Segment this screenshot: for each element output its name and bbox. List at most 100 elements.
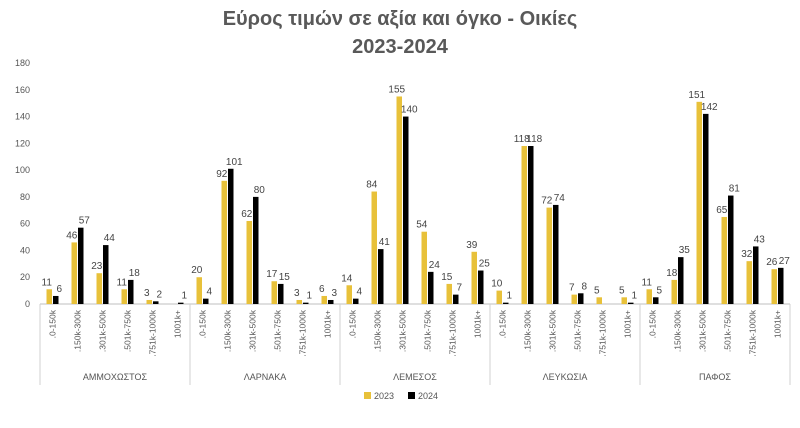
bar-2024 [303,302,309,304]
chart-subtitle: 2023-2024 [352,36,448,58]
bar-2024 [353,298,359,304]
bar-2023 [646,289,652,304]
x-category-label: .501k-750k [423,309,433,352]
bar-2024 [578,293,584,304]
bar-2024 [453,294,459,304]
group-label: ΛΑΡΝΑΚΑ [244,372,287,382]
chart-title: Εύρος τιμών σε αξία και όγκο - Οικίες [222,8,578,30]
y-tick-label: 60 [20,219,30,229]
data-label-2024: 24 [429,260,441,271]
data-label-2024: 81 [729,184,741,195]
data-label-2023: 32 [741,249,753,260]
x-category-label: .301k-500k [698,309,708,352]
data-label-2024: 2 [156,289,162,300]
bar-2024 [753,246,759,304]
data-label-2023: 46 [66,230,78,241]
bar-2023 [696,101,702,304]
bar-2023 [471,251,477,304]
bar-2024 [153,301,159,304]
data-label-2024: 7 [456,283,462,294]
data-label-2023: 17 [266,269,278,280]
bar-2024 [553,204,559,304]
x-category-label: .751k-1000k [298,309,308,357]
bar-2023 [546,207,552,304]
bar-2023 [96,273,102,304]
x-category-label: .301k-500k [98,309,108,352]
x-category-label: .751k-1000k [748,309,758,357]
x-category-label: .751k-1000k [598,309,608,357]
data-label-2024: 35 [679,245,691,256]
bar-2023 [496,290,502,304]
bar-2023 [246,220,252,304]
bar-2024 [503,302,509,304]
data-label-2023: 3 [294,288,300,299]
x-category-label: .301k-500k [398,309,408,352]
bar-2024 [678,257,684,304]
x-category-label: .0-150k [348,309,358,338]
bar-2023 [121,289,127,304]
bar-2024 [78,227,84,304]
bar-2023 [371,191,377,304]
bar-2024 [653,297,659,304]
data-label-2023: 62 [241,209,253,220]
x-category-label: .0-150k [648,309,658,338]
data-label-2024: 4 [356,287,362,298]
data-label-2024: 118 [526,134,542,145]
x-category-label: 1001k+ [773,310,783,338]
bar-2023 [46,289,52,304]
data-label-2023: 14 [341,273,353,284]
data-label-2024: 18 [129,268,141,279]
bar-2023 [221,180,227,304]
bar-2023 [396,96,402,304]
data-label-2023: 54 [416,220,428,231]
data-label-2023: 39 [466,240,478,251]
y-tick-label: 0 [25,299,30,309]
data-label-2023: 151 [688,90,705,101]
y-tick-label: 40 [20,245,30,255]
legend-swatch-2024 [408,392,415,399]
bar-2024 [128,279,134,304]
legend-label-2023: 2023 [374,391,394,401]
data-label-2023: 118 [514,134,530,145]
bar-2023 [521,146,527,304]
x-category-label: .0-150k [48,309,58,338]
data-label-2023: 11 [117,277,128,288]
data-label-2023: 10 [491,279,503,290]
data-label-2024: 74 [554,193,566,204]
bar-2024 [53,295,59,304]
x-category-label: .150k-300k [223,309,233,352]
x-category-label: .751k-1000k [448,309,458,357]
bar-2023 [771,269,777,304]
y-tick-label: 80 [20,192,30,202]
y-tick-label: 140 [15,112,30,122]
bar-2024 [228,168,234,304]
bar-2023 [196,277,202,304]
bar-2023 [671,279,677,304]
data-label-2023: 15 [441,272,453,283]
x-category-label: .301k-500k [248,309,258,352]
data-label-2023: 20 [191,265,203,276]
bar-2024 [253,196,259,304]
x-category-label: .0-150k [198,309,208,338]
data-label-2024: 6 [56,284,62,295]
group-label: ΛΕΜΕΣΟΣ [393,372,437,382]
data-label-2024: 57 [79,216,91,227]
bar-2024 [403,116,409,304]
data-label-2024: 80 [254,185,266,196]
data-label-2024: 25 [479,259,491,270]
data-label-2023: 23 [91,261,103,272]
bar-2024 [278,283,284,304]
bar-2023 [296,299,302,304]
bar-2024 [203,298,209,304]
data-label-2024: 1 [306,291,312,302]
y-tick-label: 180 [15,58,30,68]
data-label-2023: 65 [716,205,728,216]
data-label-2023: 5 [619,285,625,296]
data-label-2023: 11 [642,277,653,288]
data-label-2023: 155 [388,84,405,95]
x-category-label: 1001k+ [623,310,633,338]
bar-2023 [146,299,152,304]
x-category-label: .501k-750k [723,309,733,352]
x-category-label: 1001k+ [173,310,183,338]
